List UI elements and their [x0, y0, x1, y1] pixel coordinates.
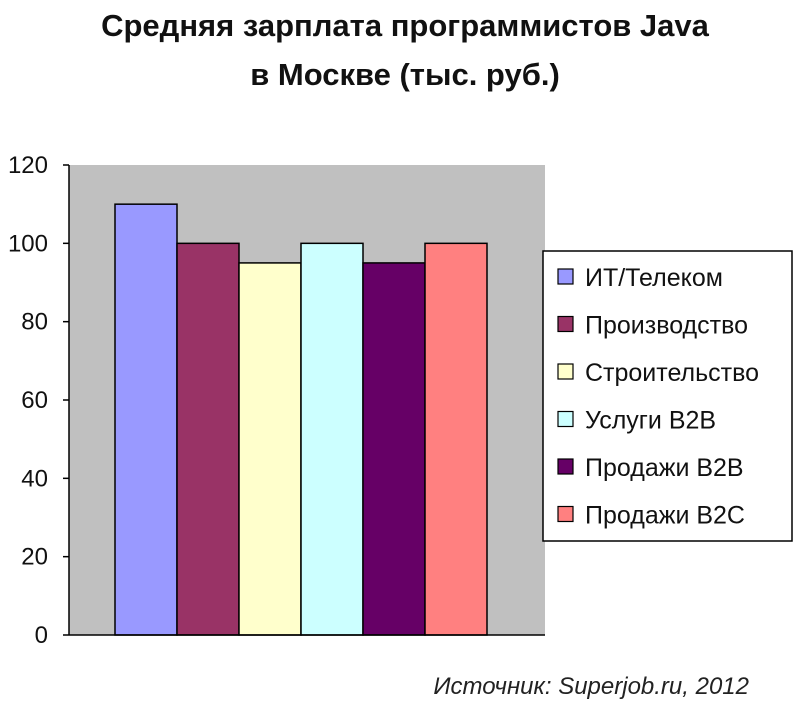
legend-label-1: ИТ/Телеком — [585, 264, 723, 292]
y-tick-label: 60 — [21, 387, 48, 414]
y-tick-label: 100 — [8, 230, 48, 257]
legend-swatch-4 — [557, 410, 574, 428]
legend-swatch-6 — [557, 505, 574, 523]
legend-swatch-1 — [557, 268, 574, 285]
bar-5 — [362, 262, 426, 636]
legend-label-4: Услуги B2B — [585, 407, 716, 435]
y-tick-label: 0 — [35, 622, 48, 649]
bar-6 — [424, 242, 488, 636]
legend-items-group: ИТ/Телеком Производство Строительство Услуг… — [557, 264, 759, 530]
source-note: Источник: Superjob.ru, 2012 — [433, 673, 749, 700]
legend — [542, 250, 793, 542]
bar-1 — [114, 203, 178, 636]
y-tick-label: 120 — [8, 152, 48, 179]
legend-label-3: Строительство — [585, 359, 759, 387]
legend-swatch-2 — [557, 315, 574, 333]
legend-label-2: Производство — [585, 312, 748, 340]
legend-swatch-3 — [557, 363, 574, 380]
bar-4 — [300, 242, 364, 636]
chart-title-line-2: в Москве (тыс. руб.) — [250, 57, 560, 92]
chart-title-line-1: Средняя зарплата программистов Java — [101, 8, 710, 43]
legend-swatch-5 — [557, 458, 574, 475]
y-tick-label: 20 — [21, 544, 48, 571]
y-tick-label: 80 — [21, 309, 48, 336]
bars-group — [114, 203, 488, 636]
bar-2 — [176, 242, 240, 636]
legend-label-5: Продажи B2B — [585, 454, 744, 482]
y-ticks-group: 0 20 40 60 80 100 120 — [8, 152, 69, 649]
y-tick-label: 40 — [21, 465, 48, 492]
legend-label-6: Продажи B2C — [585, 502, 745, 530]
bar-3 — [238, 262, 302, 636]
